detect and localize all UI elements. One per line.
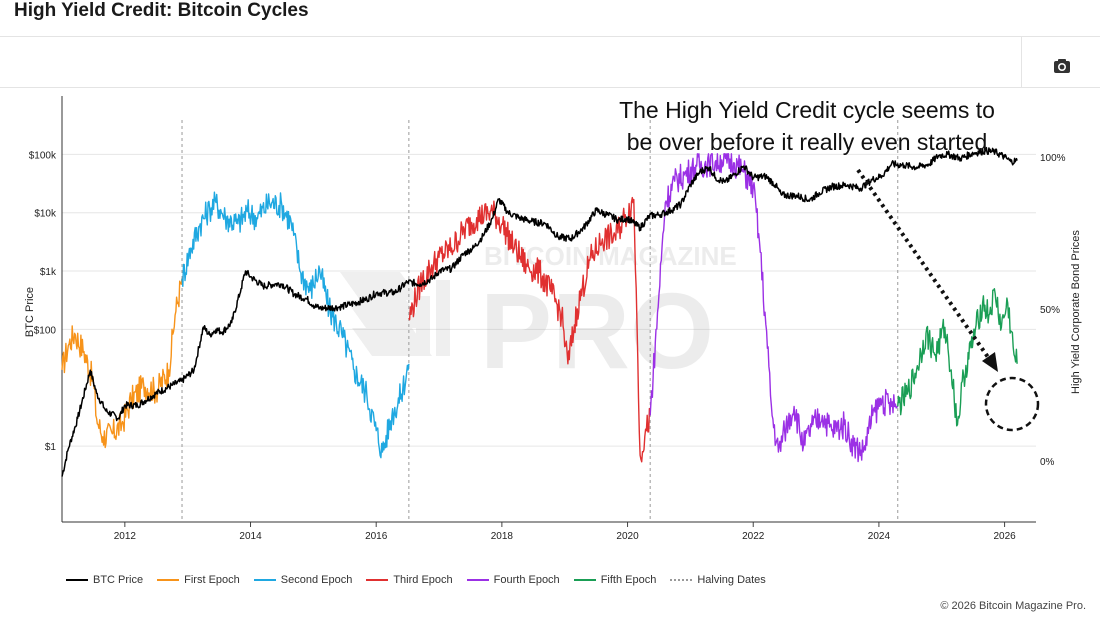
- legend: BTC Price First Epoch Second Epoch Third Ep…: [66, 572, 780, 588]
- legend-item[interactable]: Second Epoch: [253, 574, 353, 586]
- camera-icon[interactable]: [1049, 56, 1075, 78]
- legend-item[interactable]: Fourth Epoch: [466, 574, 560, 586]
- chart: BITCOIN MAGAZINE PRO $1$100$1k$10k$100k0…: [24, 96, 1082, 542]
- left-tick-label: $10k: [34, 209, 57, 220]
- left-tick-label: $1k: [40, 267, 57, 278]
- annotation-arrow: [856, 168, 992, 362]
- left-tick-label: $1: [45, 442, 57, 453]
- annotation-line-1: The High Yield Credit cycle seems to: [619, 97, 995, 123]
- legend-swatch: [157, 579, 180, 581]
- series-fifth-epoch: [897, 288, 1018, 427]
- page-title: High Yield Credit: Bitcoin Cycles: [14, 0, 309, 21]
- legend-swatch: [573, 579, 596, 581]
- halving-layer: [181, 120, 899, 522]
- annotation-text: The High Yield Credit cycle seems to be …: [592, 94, 1022, 158]
- series-third-epoch: [408, 196, 651, 463]
- x-tick-label: 2014: [239, 531, 262, 542]
- series-second-epoch: [181, 191, 410, 459]
- legend-swatch: [253, 579, 276, 581]
- left-tick-label: $100: [34, 325, 57, 336]
- legend-item[interactable]: Halving Dates: [670, 574, 766, 586]
- series-fourth-epoch: [649, 153, 899, 463]
- legend-swatch: [670, 579, 693, 581]
- legend-item[interactable]: Third Epoch: [366, 574, 453, 586]
- series-first-epoch: [61, 278, 183, 449]
- series-layer: [61, 146, 1018, 477]
- legend-label: First Epoch: [184, 574, 240, 586]
- legend-label: Fifth Epoch: [600, 574, 657, 586]
- x-tick-label: 2012: [114, 531, 137, 542]
- watermark-logo-mark: [340, 272, 450, 356]
- x-tick-label: 2024: [868, 531, 891, 542]
- x-tick-label: 2022: [742, 531, 765, 542]
- axis-layer: $1 $100 $1k $10k $100k 0% 50% 100% 2012 2014 2016 2…: [29, 96, 1066, 542]
- x-tick-label: 2020: [616, 531, 639, 542]
- annotation-circle: [984, 376, 1040, 432]
- x-tick-label: 2018: [491, 531, 514, 542]
- right-tick-label: 50%: [1040, 305, 1060, 316]
- legend-label: Second Epoch: [280, 574, 353, 586]
- right-tick-label: 0%: [1040, 457, 1055, 468]
- legend-label: Halving Dates: [697, 574, 766, 586]
- annotation-arrowhead: [982, 352, 998, 372]
- copyright: © 2026 Bitcoin Magazine Pro.: [940, 600, 1086, 612]
- annotation-line-2: be over before it really even started: [626, 129, 988, 155]
- x-tick-label: 2016: [365, 531, 388, 542]
- legend-swatch: [66, 579, 88, 581]
- left-axis-label: BTC Price: [24, 287, 36, 337]
- toolbar-divider: [1021, 37, 1022, 87]
- right-tick-label: 100%: [1040, 153, 1066, 164]
- legend-label: Third Epoch: [393, 574, 453, 586]
- legend-label: BTC Price: [93, 574, 144, 586]
- chart-toolbar: [0, 36, 1100, 88]
- annotation-layer: [856, 168, 1040, 432]
- watermark-main-text: PRO: [480, 270, 714, 391]
- left-tick-label: $100k: [29, 150, 57, 161]
- legend-label: Fourth Epoch: [493, 574, 560, 586]
- series-btc-price: [61, 146, 1018, 477]
- x-tick-label: 2026: [993, 531, 1016, 542]
- legend-item[interactable]: Fifth Epoch: [573, 574, 657, 586]
- legend-item[interactable]: First Epoch: [157, 574, 240, 586]
- legend-swatch: [366, 579, 389, 581]
- legend-swatch: [466, 579, 489, 581]
- right-axis-label: High Yield Corporate Bond Prices: [1070, 230, 1082, 394]
- legend-item[interactable]: BTC Price: [66, 574, 143, 586]
